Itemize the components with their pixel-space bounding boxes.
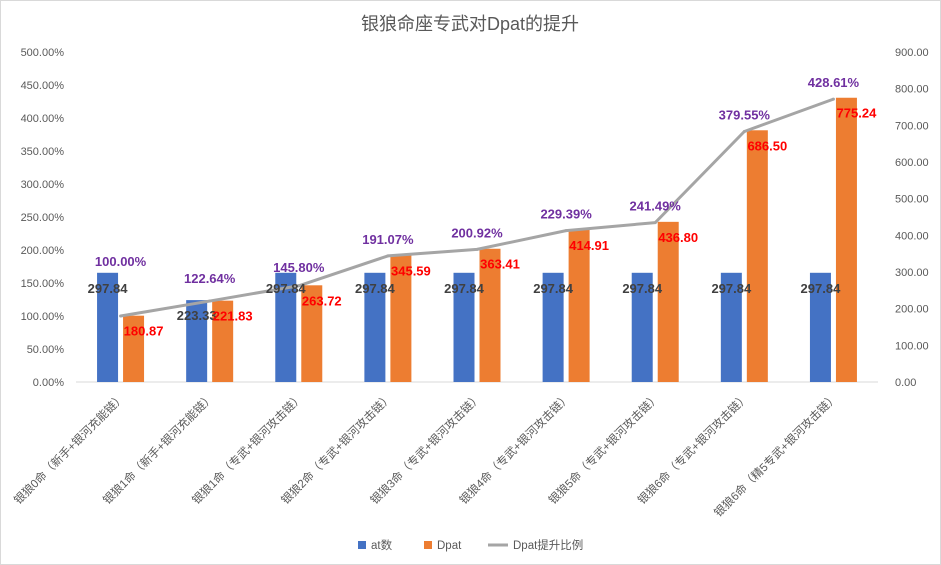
bar-at bbox=[186, 300, 208, 382]
at-value-label: 297.84 bbox=[711, 281, 752, 296]
dpat-value-label: 363.41 bbox=[480, 257, 520, 272]
y-left-tick-label: 400.00% bbox=[21, 113, 65, 125]
y-left-tick-label: 350.00% bbox=[21, 146, 65, 158]
at-value-label: 297.84 bbox=[444, 281, 485, 296]
ratio-point bbox=[564, 229, 568, 233]
axes: 0.00% 50.00% 100.00% 150.00% 200.00% 250.00% 3… bbox=[21, 47, 929, 389]
dpat-value-label: 436.80 bbox=[658, 230, 698, 245]
ratio-point bbox=[119, 314, 123, 318]
bar-dpat bbox=[301, 285, 323, 382]
ratio-value-label: 145.80% bbox=[273, 260, 325, 275]
ratio-point bbox=[742, 129, 746, 133]
chart-title: 银狼命座专武对Dpat的提升 bbox=[361, 14, 579, 34]
dpat-value-label: 686.50 bbox=[747, 138, 787, 153]
dpat-value-label: 221.83 bbox=[213, 309, 253, 324]
bar-at bbox=[275, 272, 297, 382]
bar-dpat bbox=[835, 97, 857, 382]
ratio-value-label: 191.07% bbox=[362, 232, 414, 247]
bar-at bbox=[364, 272, 386, 382]
ratio-value-label: 122.64% bbox=[184, 271, 236, 286]
ratio-point bbox=[831, 97, 835, 101]
bar-dpat bbox=[657, 221, 679, 382]
legend-swatch-dpat bbox=[424, 541, 432, 549]
legend-label-dpat: Dpat bbox=[437, 540, 462, 552]
bar-dpat bbox=[746, 130, 768, 382]
ratio-value-label: 379.55% bbox=[719, 107, 771, 122]
ratio-value-label: 241.49% bbox=[630, 199, 682, 214]
at-value-label: 297.84 bbox=[533, 281, 574, 296]
y-left-tick-label: 150.00% bbox=[21, 278, 65, 290]
bar-at bbox=[720, 272, 742, 382]
y-left-tick-label: 200.00% bbox=[21, 245, 65, 257]
bar-dpat bbox=[123, 315, 145, 382]
y-left-tick-label: 500.00% bbox=[21, 47, 65, 59]
dpat-value-label: 345.59 bbox=[391, 263, 431, 278]
ratio-line bbox=[119, 97, 835, 318]
y-right-tick-label: 0.00 bbox=[895, 377, 916, 389]
legend: at数 Dpat Dpat提升比例 bbox=[358, 538, 583, 552]
y-left-tick-label: 300.00% bbox=[21, 179, 65, 191]
category-labels: 银狼0命（新手+银河充能链）银狼1命（新手+银河充能链）银狼1命（专武+银河攻击… bbox=[11, 390, 841, 519]
ratio-point bbox=[386, 254, 390, 258]
ratio-value-label: 100.00% bbox=[95, 254, 147, 269]
ratio-point bbox=[208, 299, 212, 303]
y-right-tick-label: 900.00 bbox=[895, 47, 929, 59]
ratio-value-label: 229.39% bbox=[540, 207, 592, 222]
dpat-value-label: 414.91 bbox=[569, 238, 609, 253]
y-left-tick-label: 50.00% bbox=[27, 344, 65, 356]
y-right-tick-label: 100.00 bbox=[895, 340, 929, 352]
y-right-tick-label: 500.00 bbox=[895, 194, 929, 206]
at-value-label: 297.84 bbox=[622, 281, 663, 296]
bar-at bbox=[453, 272, 475, 382]
bars bbox=[97, 97, 857, 382]
y-left-tick-label: 100.00% bbox=[21, 311, 65, 323]
legend-label-at: at数 bbox=[371, 538, 393, 552]
y-left-tick-label: 0.00% bbox=[33, 377, 64, 389]
y-right-tick-label: 600.00 bbox=[895, 157, 929, 169]
dpat-value-label: 263.72 bbox=[302, 293, 342, 308]
y-right-tick-label: 800.00 bbox=[895, 84, 929, 96]
y-right-tick-label: 400.00 bbox=[895, 230, 929, 242]
legend-swatch-at bbox=[358, 541, 366, 549]
y-right-tick-label: 300.00 bbox=[895, 267, 929, 279]
bar-at bbox=[809, 272, 831, 382]
at-value-label: 297.84 bbox=[355, 281, 396, 296]
bar-at bbox=[631, 272, 653, 382]
bar-at bbox=[97, 272, 119, 382]
ratio-value-label: 200.92% bbox=[451, 225, 503, 240]
bar-dpat bbox=[479, 248, 501, 382]
bar-dpat bbox=[212, 300, 234, 382]
ratio-point bbox=[297, 284, 301, 288]
at-value-label: 297.84 bbox=[801, 281, 842, 296]
legend-label-ratio: Dpat提升比例 bbox=[513, 538, 583, 552]
dpat-value-label: 180.87 bbox=[124, 324, 164, 339]
bar-dpat bbox=[390, 255, 412, 382]
y-right-tick-label: 200.00 bbox=[895, 304, 929, 316]
at-value-label: 297.84 bbox=[266, 281, 307, 296]
dpat-value-label: 775.24 bbox=[837, 106, 878, 121]
ratio-point bbox=[653, 221, 657, 225]
y-left-tick-label: 250.00% bbox=[21, 212, 65, 224]
bar-dpat bbox=[568, 229, 590, 382]
y-left-tick-label: 450.00% bbox=[21, 80, 65, 92]
ratio-value-label: 428.61% bbox=[808, 75, 860, 90]
ratio-point bbox=[475, 247, 479, 251]
bar-at bbox=[542, 272, 564, 382]
y-right-tick-label: 700.00 bbox=[895, 120, 929, 132]
at-value-label: 297.84 bbox=[88, 281, 129, 296]
at-value-label: 223.33 bbox=[177, 308, 217, 323]
